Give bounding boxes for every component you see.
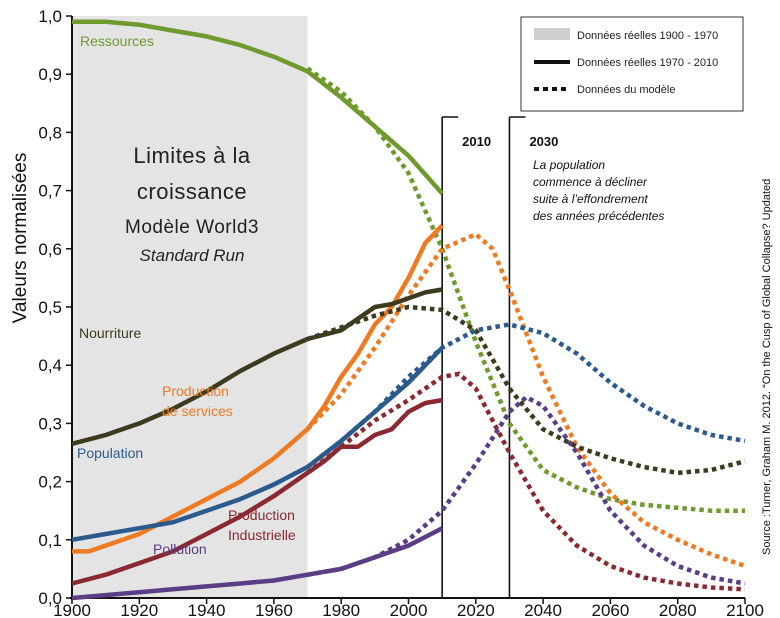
- y-tick-label: 0,1: [38, 531, 62, 550]
- x-tick-label: 2080: [659, 601, 697, 618]
- series-production-de-services-actual: [72, 223, 444, 554]
- x-tick-label: 2040: [524, 601, 562, 618]
- y-tick-label: 0,8: [38, 123, 62, 142]
- y-axis-label: Valeurs normalisées: [10, 153, 31, 324]
- title-line-1: Limites à la: [133, 143, 251, 168]
- series-labels: Ressources Production de services Nourritur…: [77, 33, 296, 557]
- legend-entry-2: Données réelles 1970 - 2010: [577, 57, 718, 69]
- series-nourriture-actual: [71, 287, 443, 446]
- y-tick-label: 1,0: [38, 7, 62, 26]
- series-label: Pollution: [153, 541, 207, 557]
- x-tick-label: 2000: [390, 601, 428, 618]
- y-tick-label: 0,5: [38, 298, 62, 317]
- vline-label-2030: 2030: [529, 134, 558, 149]
- y-tick-label: 0,0: [38, 589, 62, 608]
- series-pollution-model: [307, 394, 746, 586]
- series-label: Ressources: [80, 33, 154, 49]
- vertical-markers: 2010 2030: [441, 116, 558, 598]
- legend-entry-1: Données réelles 1900 - 1970: [577, 30, 718, 42]
- x-tick-label: 2100: [726, 601, 764, 618]
- x-tick-label: 1980: [322, 601, 360, 618]
- x-tick-label: 2060: [591, 601, 629, 618]
- series-lines: [71, 19, 746, 601]
- annotation-line-3: suite à l’effondrement: [533, 192, 648, 206]
- series-production-industrielle-actual: [71, 397, 443, 586]
- series-population-actual: [71, 346, 444, 543]
- title-line-3: Modèle World3: [125, 217, 259, 238]
- legend-swatch-shaded: [534, 28, 570, 40]
- y-tick-label: 0,4: [38, 356, 62, 375]
- x-tick-label: 2020: [457, 601, 495, 618]
- annotation-line-2: commence à décliner: [533, 175, 648, 189]
- series-label: Production: [228, 507, 295, 523]
- series-label: Industrielle: [228, 527, 296, 543]
- legend: Données réelles 1900 - 1970 Données réel…: [520, 16, 744, 112]
- title-line-2: croissance: [137, 179, 247, 204]
- annotation-line-1: La population: [533, 158, 605, 172]
- series-pollution-actual: [71, 526, 444, 601]
- series-nourriture-model: [306, 304, 746, 476]
- chart-title: Limites à la croissance Modèle World3 St…: [125, 143, 259, 265]
- axes: 0,0 0,1 0,2 0,3 0,4 0,5 0,6 0,7 0,8 0,9 1,0 1900 192…: [38, 7, 764, 618]
- y-tick-label: 0,3: [38, 414, 62, 433]
- series-label: de services: [162, 403, 233, 419]
- y-tick-label: 0,2: [38, 473, 62, 492]
- source-note: Source :Turner, Graham M. 2012. “On the …: [761, 179, 773, 555]
- annotation-2030: La population commence à décliner suite …: [533, 158, 664, 223]
- series-label: Population: [77, 445, 143, 461]
- subtitle: Standard Run: [140, 246, 245, 265]
- series-ressources-model: [306, 66, 745, 513]
- y-tick-label: 0,6: [38, 240, 62, 259]
- y-tick-label: 0,9: [38, 65, 62, 84]
- vline-label-2010: 2010: [462, 134, 491, 149]
- series-ressources-actual: [72, 19, 444, 195]
- series-label: Nourriture: [79, 325, 141, 341]
- y-tick-label: 0,7: [38, 182, 62, 201]
- legend-entry-3: Données du modèle: [577, 84, 675, 96]
- x-tick-label: 1960: [255, 601, 293, 618]
- annotation-line-4: des années précédentes: [533, 209, 664, 223]
- x-tick-label: 1920: [120, 601, 158, 618]
- x-tick-label: 1900: [53, 601, 91, 618]
- x-tick-label: 1940: [188, 601, 226, 618]
- series-label: Production: [162, 383, 229, 399]
